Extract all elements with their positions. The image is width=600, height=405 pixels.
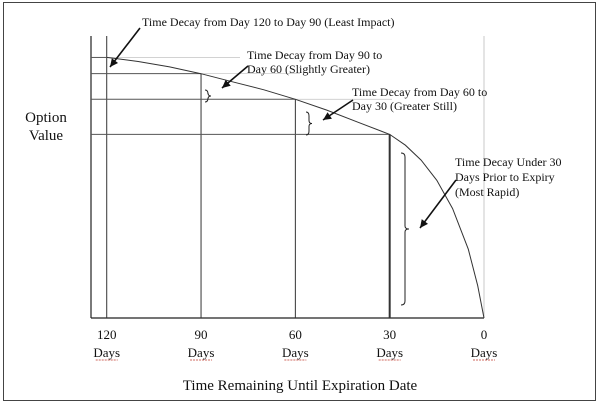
x-tick-unit-60: Days <box>282 345 309 360</box>
annotation-under30-line-2: Days Prior to Expiry <box>455 170 555 184</box>
annotation-day90-60-line-2: Day 60 (Slightly Greater) <box>247 62 370 76</box>
x-tick-number-90: 90 <box>195 327 208 342</box>
y-axis-label-line-1: Option <box>25 110 67 126</box>
figure-frame <box>3 2 596 401</box>
arrow-day90-60-head <box>222 79 231 88</box>
x-tick-number-120: 120 <box>97 327 117 342</box>
x-tick-unit-90: Days <box>188 345 215 360</box>
x-tick-unit-0: Days <box>471 345 498 360</box>
annotation-day90-60-line-1: Time Decay from Day 90 to <box>247 48 382 62</box>
annotation-under30-line-1: Time Decay Under 30 <box>455 155 562 169</box>
annotation-day120-90: Time Decay from Day 120 to Day 90 (Least… <box>142 15 395 29</box>
option-value-curve <box>106 56 485 319</box>
x-tick-unit-120: Days <box>93 345 120 360</box>
y-axis-label-line-2: Value <box>29 128 63 144</box>
annotation-day60-30-line-1: Time Decay from Day 60 to <box>352 85 487 99</box>
x-tick-number-30: 30 <box>383 327 396 342</box>
annotation-under30-line-3: (Most Rapid) <box>455 185 519 199</box>
brace-day90-60 <box>204 89 212 103</box>
brace-under30 <box>400 152 410 306</box>
annotation-day60-30-line-2: Day 30 (Greater Still) <box>352 99 457 113</box>
arrow-day120-90 <box>109 27 141 68</box>
x-tick-labels: 120 Days 90 Days 60 Days 30 Days 0 Days <box>93 327 498 361</box>
arrow-under30-head <box>420 219 428 228</box>
x-tick-unit-30: Days <box>376 345 403 360</box>
arrow-under30 <box>419 179 457 229</box>
arrow-day120-90-head <box>110 58 119 67</box>
x-tick-number-0: 0 <box>481 327 488 342</box>
arrow-day60-30-head <box>323 112 332 120</box>
x-tick-number-60: 60 <box>289 327 302 342</box>
x-axis-label: Time Remaining Until Expiration Date <box>183 378 418 394</box>
brace-day60-30 <box>305 111 313 136</box>
